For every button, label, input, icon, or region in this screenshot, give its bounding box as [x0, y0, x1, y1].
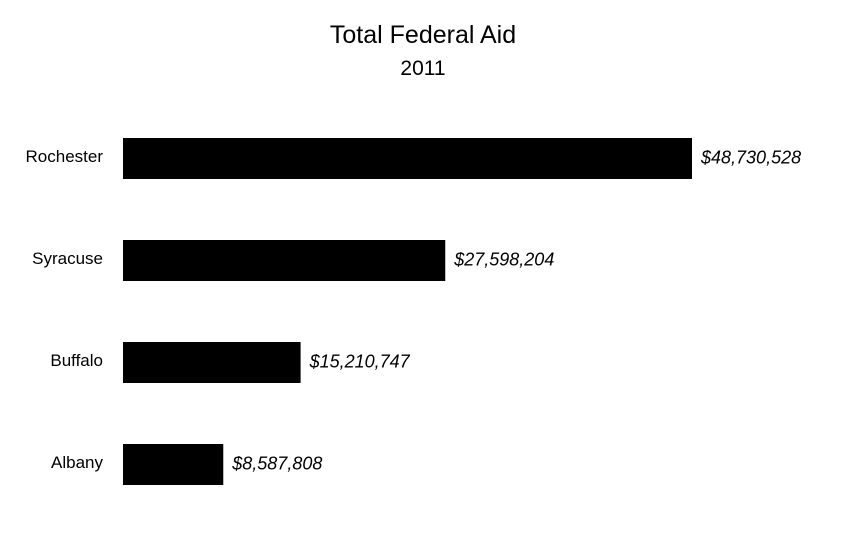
bars-group: Rochester $48,730,528 Syracuse $27,598,204 B… — [26, 138, 801, 485]
category-label-rochester: Rochester — [26, 147, 104, 166]
value-label-buffalo: $15,210,747 — [309, 351, 411, 371]
value-label-rochester: $48,730,528 — [700, 147, 801, 167]
chart-subtitle: 2011 — [400, 57, 445, 80]
chart-title: Total Federal Aid — [330, 21, 516, 49]
bar-syracuse — [123, 240, 446, 281]
bar-albany — [123, 444, 224, 485]
value-label-albany: $8,587,808 — [231, 453, 322, 473]
bar-buffalo — [123, 342, 301, 383]
category-label-albany: Albany — [51, 453, 103, 472]
category-label-buffalo: Buffalo — [50, 351, 103, 370]
category-label-syracuse: Syracuse — [32, 249, 103, 268]
value-label-syracuse: $27,598,204 — [453, 249, 554, 269]
bar-rochester — [123, 138, 692, 179]
